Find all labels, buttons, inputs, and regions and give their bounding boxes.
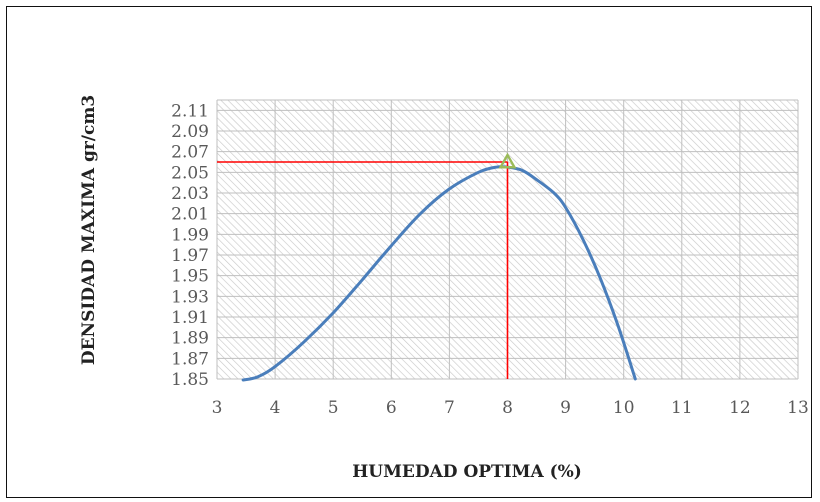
compaction-chart: 3 4 5 6 7 8 9 10 11 12 131.851.871.891.911.931.951… [79, 95, 809, 482]
y-tick-label: 1.87 [171, 349, 209, 369]
y-tick-label: 2.07 [171, 143, 209, 163]
optimum-marker [498, 152, 517, 169]
x-tick-label: 11 [671, 398, 693, 418]
chart-frame: 3 4 5 6 7 8 9 10 11 12 13 1.85 1.87 1.89 1.91 1.93 1.95 1… [6, 6, 812, 498]
y-tick-label: 1.85 [171, 370, 209, 390]
x-tick-label: 13 [787, 398, 809, 418]
y-tick-label: 2.01 [171, 205, 209, 225]
y-tick-label: 1.99 [171, 225, 209, 245]
y-tick-label: 2.03 [171, 184, 209, 204]
y-tick-label: 2.09 [171, 122, 209, 142]
x-tick-label: 3 [212, 398, 223, 418]
y-tick-label: 1.97 [171, 246, 209, 266]
x-axis-title: HUMEDAD OPTIMA (%) [352, 462, 582, 482]
y-tick-label: 1.95 [171, 267, 209, 287]
x-tick-label: 8 [502, 398, 513, 418]
y-tick-label: 2.05 [171, 163, 209, 183]
y-tick-label: 1.89 [171, 329, 209, 349]
x-tick-label: 7 [444, 398, 455, 418]
x-tick-label: 5 [328, 398, 339, 418]
y-tick-label: 1.93 [171, 287, 209, 307]
y-axis-title: DENSIDAD MAXIMA gr/cm3 [79, 95, 99, 365]
y-tick-label: 2.11 [171, 101, 209, 121]
x-tick-label: 10 [613, 398, 635, 418]
x-tick-label: 9 [560, 398, 571, 418]
x-tick-label: 6 [386, 398, 397, 418]
x-tick-label: 12 [729, 398, 751, 418]
density-curve [241, 165, 637, 382]
y-tick-label: 1.91 [171, 308, 209, 328]
x-tick-label: 4 [270, 398, 281, 418]
